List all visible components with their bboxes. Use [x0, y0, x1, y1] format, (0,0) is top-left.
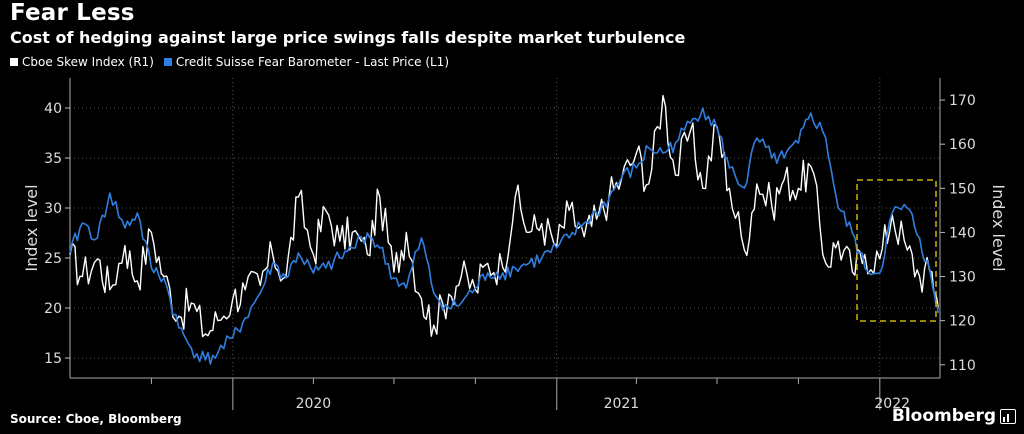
- left-tick-label: 25: [44, 251, 62, 267]
- right-tick-label: 140: [949, 225, 976, 241]
- legend-label-fear: Credit Suisse Fear Barometer - Last Pric…: [175, 55, 449, 69]
- right-tick-label: 120: [949, 314, 976, 330]
- right-tick-label: 170: [949, 93, 976, 109]
- left-tick-label: 20: [44, 301, 62, 317]
- source-note: Source: Cboe, Bloomberg: [10, 412, 182, 426]
- right-tick-label: 110: [949, 358, 976, 374]
- left-axis-title: Index level: [22, 184, 41, 271]
- left-tick-label: 15: [44, 351, 62, 367]
- legend-swatch-skew: [10, 58, 18, 66]
- series-line-fear: [69, 107, 939, 365]
- left-tick-label: 30: [44, 201, 62, 217]
- x-tick-label: 2022: [874, 396, 910, 412]
- x-tick-label: 2021: [604, 396, 640, 412]
- right-tick-label: 130: [949, 270, 976, 286]
- legend-item-fear: Credit Suisse Fear Barometer - Last Pric…: [163, 55, 449, 69]
- right-axis-title: Index level: [989, 184, 1008, 271]
- bloomberg-logo: Bloomberg: [892, 406, 1016, 426]
- legend: Cboe Skew Index (R1) Credit Suisse Fear …: [10, 55, 449, 69]
- x-tick-label: 2020: [296, 396, 332, 412]
- left-tick-label: 35: [44, 151, 62, 167]
- right-tick-label: 160: [949, 137, 976, 153]
- chart-subtitle: Cost of hedging against large price swin…: [10, 28, 686, 47]
- right-tick-label: 150: [949, 181, 976, 197]
- legend-label-skew: Cboe Skew Index (R1): [22, 55, 154, 69]
- series-line-skew: [69, 94, 939, 338]
- plot-area: [69, 94, 939, 365]
- bar-chart-icon: [1000, 408, 1016, 424]
- axes: 15 20 25 30 35 40 110 120 130 140 150 160 170 2020 202…: [44, 78, 976, 412]
- chart-title: Fear Less: [10, 0, 135, 26]
- legend-swatch-fear: [163, 58, 172, 66]
- brand-name: Bloomberg: [891, 406, 996, 426]
- legend-item-skew: Cboe Skew Index (R1): [10, 55, 154, 69]
- left-tick-label: 40: [44, 101, 62, 117]
- grid: [70, 78, 940, 378]
- highlight-box: [856, 179, 937, 322]
